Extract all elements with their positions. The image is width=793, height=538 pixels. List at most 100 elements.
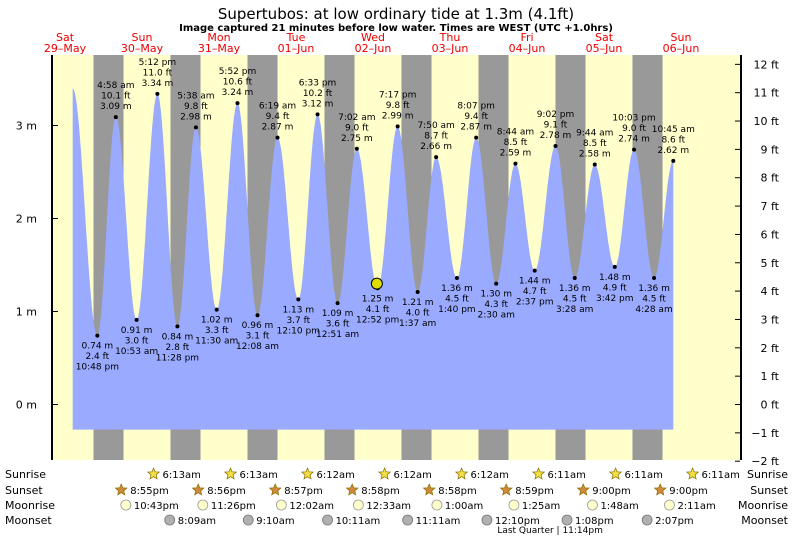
day-name-2: Mon	[207, 31, 230, 44]
moonrise-time-3: 12:33am	[366, 501, 411, 512]
right-tick-label-7: 5 ft	[761, 257, 780, 270]
tide-label-30-2: 2.62 m	[657, 146, 689, 156]
moonset-time-4: 12:10pm	[495, 516, 540, 527]
sunset-time-2: 8:57pm	[284, 486, 323, 497]
sunrise-time-1: 6:13am	[240, 470, 278, 481]
sunset-icon-6	[576, 483, 590, 496]
day-date-5: 03–Jun	[432, 42, 469, 55]
moonrise-time-1: 11:26pm	[211, 501, 256, 512]
tide-point-20	[474, 135, 479, 140]
tide-label-5-0: 0.84 m	[162, 332, 194, 342]
tide-label-17-0: 1.21 m	[402, 298, 434, 308]
tide-label-20-1: 9.4 ft	[464, 112, 488, 122]
chart-title: Supertubos: at low ordinary tide at 1.3m…	[218, 5, 574, 23]
tide-label-21-0: 1.30 m	[480, 290, 512, 300]
sunrise-time-7: 6:11am	[702, 470, 740, 481]
sunrise-icon-3	[377, 467, 392, 480]
right-tick-label-6: 4 ft	[761, 285, 780, 298]
sunrise-time-6: 6:11am	[625, 470, 663, 481]
moonset-icon-0	[164, 514, 176, 526]
tide-point-26	[592, 162, 597, 167]
tide-label-7-2: 11:30 am	[195, 337, 238, 347]
tide-label-5-1: 2.8 ft	[166, 343, 190, 353]
tide-water	[72, 88, 674, 430]
tide-point-12	[315, 112, 320, 117]
tide-point-28	[632, 147, 637, 152]
tide-label-4-1: 11.0 ft	[143, 68, 173, 78]
tide-label-20-2: 2.87 m	[460, 123, 492, 133]
right-axis: −2 ft −1 ft 0 ft 1 ft 2 ft 3 ft 4 ft 5 ft 6 ft 7 …	[735, 58, 780, 468]
tide-label-6-1: 9.8 ft	[184, 102, 208, 112]
tide-label-4-0: 5:12 pm	[139, 58, 177, 68]
tide-label-3-1: 3.0 ft	[125, 336, 149, 346]
tide-point-1	[95, 333, 100, 338]
tide-label-30-0: 10:45 am	[652, 125, 695, 135]
tide-label-15-0: 1.25 m	[362, 294, 394, 304]
tide-point-25	[572, 276, 577, 281]
tide-point-4	[155, 91, 160, 96]
left-axis: 0 m 1 m 2 m 3 m	[16, 120, 58, 412]
moonrise-time-6: 1:48am	[600, 501, 638, 512]
day-date-8: 06–Jun	[663, 42, 700, 55]
sunset-time-4: 8:58pm	[438, 486, 477, 497]
tide-label-22-1: 8.5 ft	[504, 138, 528, 148]
moonrise-icon-6	[587, 499, 598, 511]
tide-label-18-2: 2.66 m	[420, 142, 452, 152]
tide-point-8	[235, 101, 240, 106]
tide-label-8-1: 10.6 ft	[223, 78, 253, 88]
tide-label-6-2: 2.98 m	[180, 112, 212, 122]
tide-point-22	[513, 161, 518, 166]
tide-label-23-0: 1.44 m	[519, 277, 551, 287]
tide-label-2-1: 10.1 ft	[101, 92, 131, 102]
sunset-icon-7	[653, 483, 667, 496]
tide-point-18	[434, 155, 439, 160]
tide-label-18-0: 7:50 am	[417, 121, 454, 131]
tide-label-24-2: 2.78 m	[540, 131, 572, 141]
right-tick-label-13: 11 ft	[754, 87, 780, 100]
right-tick-label-4: 2 ft	[761, 342, 780, 355]
tide-label-8-0: 5:52 pm	[219, 67, 257, 77]
sunrise-time-2: 6:12am	[317, 470, 355, 481]
tide-point-6	[193, 125, 198, 130]
row-label-right-1: Sunset	[750, 484, 788, 497]
tide-point-9	[255, 313, 260, 318]
tide-label-14-1: 9.0 ft	[345, 123, 369, 133]
day-name-4: Wed	[361, 31, 385, 44]
sunset-time-5: 8:59pm	[515, 486, 554, 497]
moonset-icon-3	[402, 514, 414, 526]
day-name-7: Sat	[595, 31, 614, 44]
tide-label-12-2: 3.12 m	[302, 99, 334, 109]
moonset-time-5: 1:08pm	[575, 516, 614, 527]
row-label-left-3: Moonset	[5, 514, 52, 527]
tide-label-16-2: 2.99 m	[382, 111, 414, 121]
moonrise-time-4: 1:00am	[445, 501, 483, 512]
right-tick-label-11: 9 ft	[761, 143, 780, 156]
tide-label-9-2: 12:08 am	[236, 342, 279, 352]
tide-label-14-0: 7:02 am	[338, 113, 375, 123]
tide-label-2-2: 3.09 m	[100, 102, 132, 112]
tide-label-3-0: 0.91 m	[121, 326, 153, 336]
day-name-0: Sat	[56, 31, 75, 44]
tide-label-27-2: 3:42 pm	[596, 294, 634, 304]
moonrise-icon-3	[352, 499, 364, 511]
tide-point-17	[415, 289, 420, 294]
tide-label-5-2: 11:28 pm	[156, 353, 199, 363]
right-tick-label-10: 8 ft	[761, 172, 780, 185]
tide-area	[72, 88, 674, 430]
sunrise-time-5: 6:11am	[548, 470, 586, 481]
tide-label-15-1: 4.1 ft	[366, 305, 390, 315]
sunset-time-6: 9:00pm	[592, 486, 631, 497]
day-name-1: Sun	[132, 31, 153, 44]
moonset-icon-4	[481, 514, 493, 526]
tide-label-26-0: 9:44 am	[576, 129, 613, 139]
tide-label-19-2: 1:40 pm	[438, 305, 476, 315]
tide-label-7-0: 1.02 m	[201, 316, 233, 326]
sunset-icon-5	[499, 483, 513, 496]
sunrise-icon-1	[223, 467, 238, 480]
tide-label-27-0: 1.48 m	[599, 273, 631, 283]
tide-label-10-0: 6:19 am	[259, 102, 296, 112]
day-date-2: 31–May	[198, 42, 241, 55]
right-tick-label-0: −2 ft	[751, 455, 779, 468]
plot-frame-left	[51, 55, 53, 460]
